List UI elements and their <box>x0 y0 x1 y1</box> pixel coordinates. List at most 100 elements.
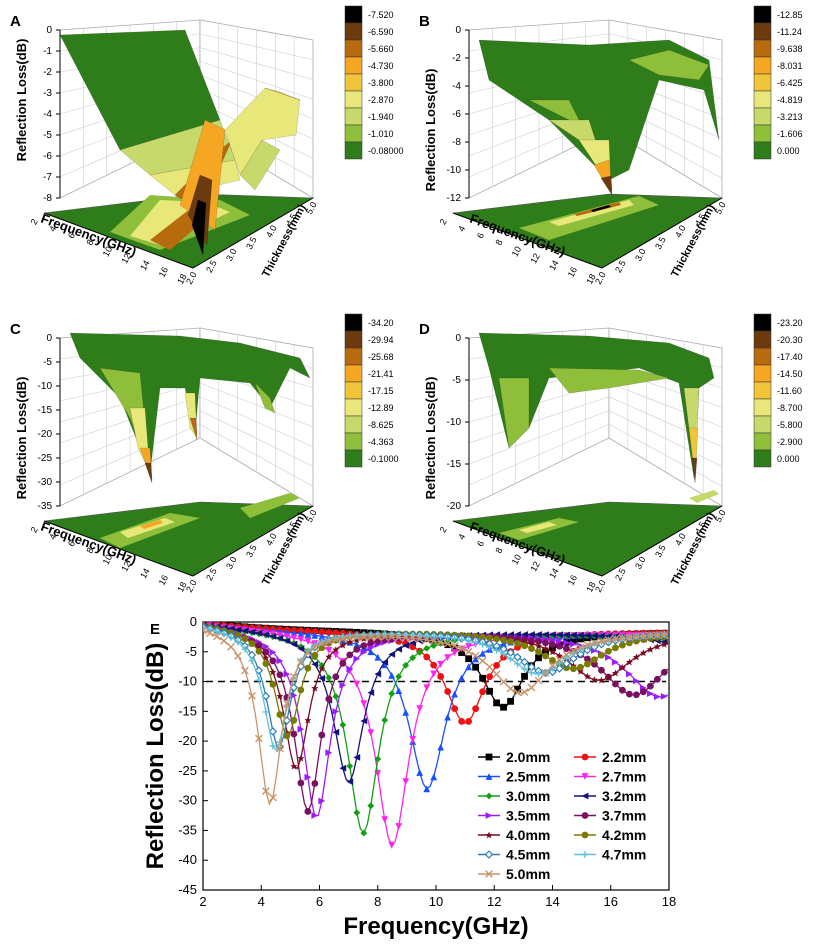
data-marker <box>514 685 521 693</box>
data-marker <box>395 687 403 694</box>
z-tick-label: -30 <box>38 477 53 488</box>
panel-label: B <box>419 13 430 30</box>
colorbar-label: -4.730 <box>368 61 394 71</box>
data-marker <box>296 657 305 666</box>
data-marker <box>275 744 284 753</box>
panel-label: C <box>10 321 21 338</box>
data-marker <box>325 674 333 682</box>
y-tick-label: 2.0 <box>593 270 608 286</box>
data-marker <box>332 651 340 659</box>
data-marker <box>465 637 473 645</box>
data-marker <box>360 717 368 725</box>
data-marker <box>262 660 270 668</box>
data-marker <box>639 632 648 640</box>
legend-label: 4.5mm <box>506 847 550 863</box>
z-axis-title: Reflection Loss(dB) <box>423 69 438 192</box>
data-marker <box>583 645 592 655</box>
data-marker <box>548 667 557 677</box>
data-marker <box>367 729 375 737</box>
x-tick-label: 6 <box>475 539 486 548</box>
z-tick-label: -35 <box>38 501 53 512</box>
data-marker <box>472 705 480 713</box>
x-tick-label: 2 <box>29 525 40 534</box>
data-marker <box>472 655 479 663</box>
colorbar-swatch <box>344 39 363 58</box>
data-marker <box>542 639 549 647</box>
colorbar-swatch <box>753 90 772 109</box>
data-marker <box>402 778 410 785</box>
data-marker <box>423 632 431 640</box>
x-tick-label: 16 <box>566 573 580 587</box>
data-marker <box>283 670 291 678</box>
y-tick-label: 3.5 <box>653 235 668 251</box>
colorbar-label: 0.000 <box>777 146 800 156</box>
x-tick-label: 4 <box>47 532 58 541</box>
z-tick-label: -10 <box>447 417 462 428</box>
legend-label: 2.2mm <box>602 749 646 765</box>
data-marker <box>625 639 633 647</box>
data-marker <box>297 725 305 733</box>
data-marker <box>374 653 382 661</box>
y-tick-label: 3.5 <box>653 543 668 559</box>
data-marker <box>325 653 333 661</box>
data-marker <box>269 742 277 750</box>
data-marker <box>626 658 633 666</box>
data-marker <box>555 664 564 673</box>
panel-label: D <box>419 321 430 338</box>
data-marker <box>297 754 305 762</box>
data-marker <box>632 691 640 699</box>
data-marker <box>290 634 298 642</box>
data-marker <box>367 689 375 696</box>
x-tick-label: 6 <box>316 894 323 909</box>
data-marker <box>472 639 480 646</box>
x-tick-label: 14 <box>138 259 152 273</box>
data-marker <box>430 632 438 640</box>
data-marker <box>388 651 396 658</box>
y-tick-label: 4.0 <box>264 532 279 548</box>
data-marker <box>423 785 431 793</box>
data-marker <box>325 695 333 703</box>
colorbar-label: -4.363 <box>368 437 394 447</box>
data-marker <box>332 673 340 681</box>
surface <box>69 332 311 484</box>
colorbar-swatch <box>753 141 772 160</box>
data-marker <box>381 716 389 724</box>
data-marker <box>276 635 284 642</box>
x-tick-label: 8 <box>493 546 504 555</box>
data-marker <box>653 643 661 650</box>
legend-label: 3.7mm <box>602 808 646 824</box>
data-marker <box>535 638 542 645</box>
data-marker <box>556 638 563 645</box>
data-marker <box>556 631 563 639</box>
data-marker <box>346 778 354 786</box>
data-marker <box>353 754 361 761</box>
data-marker <box>479 641 486 648</box>
data-marker <box>402 642 410 649</box>
data-marker <box>220 636 228 645</box>
data-marker <box>311 631 319 639</box>
data-marker <box>591 632 598 640</box>
data-marker <box>563 639 570 646</box>
data-marker <box>479 688 486 696</box>
colorbar-label: -25.68 <box>368 352 394 362</box>
colorbar-swatch <box>753 56 772 75</box>
data-marker <box>248 640 256 648</box>
x-tick-label: 10 <box>101 553 115 567</box>
x-tick-label: 8 <box>493 238 504 247</box>
data-marker <box>493 646 500 654</box>
data-marker <box>430 642 438 649</box>
surface-band <box>548 367 670 394</box>
colorbar-label: -11.24 <box>777 27 802 37</box>
x-tick-label: 16 <box>157 265 171 279</box>
colorbar-swatch <box>344 330 363 349</box>
y-tick-label: 4.0 <box>264 224 279 240</box>
data-marker <box>409 735 417 743</box>
data-marker <box>269 648 277 656</box>
data-marker <box>611 635 620 643</box>
data-marker <box>465 718 473 725</box>
data-marker <box>297 636 305 643</box>
x-tick-label: 10 <box>510 553 524 567</box>
x-tick-label: 14 <box>545 894 559 909</box>
z-tick-label: -2 <box>452 53 461 64</box>
